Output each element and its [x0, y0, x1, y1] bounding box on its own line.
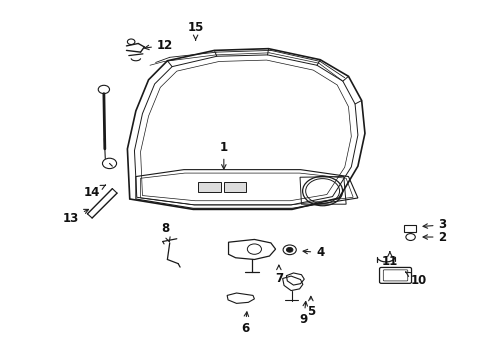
- Text: 3: 3: [423, 219, 446, 231]
- Text: 8: 8: [161, 222, 170, 242]
- Circle shape: [286, 247, 293, 252]
- Text: 4: 4: [303, 246, 324, 259]
- Text: 13: 13: [63, 210, 89, 225]
- Text: 15: 15: [187, 22, 204, 40]
- FancyBboxPatch shape: [224, 182, 246, 192]
- Text: 11: 11: [382, 252, 398, 268]
- Text: 2: 2: [423, 230, 446, 243]
- Text: 6: 6: [241, 312, 249, 335]
- Text: 7: 7: [275, 265, 283, 285]
- Text: 1: 1: [220, 141, 228, 169]
- FancyBboxPatch shape: [198, 182, 220, 192]
- Text: 9: 9: [300, 302, 308, 327]
- Text: 10: 10: [406, 272, 427, 287]
- Text: 14: 14: [84, 185, 106, 199]
- Text: 5: 5: [307, 296, 315, 318]
- Text: 12: 12: [145, 39, 173, 52]
